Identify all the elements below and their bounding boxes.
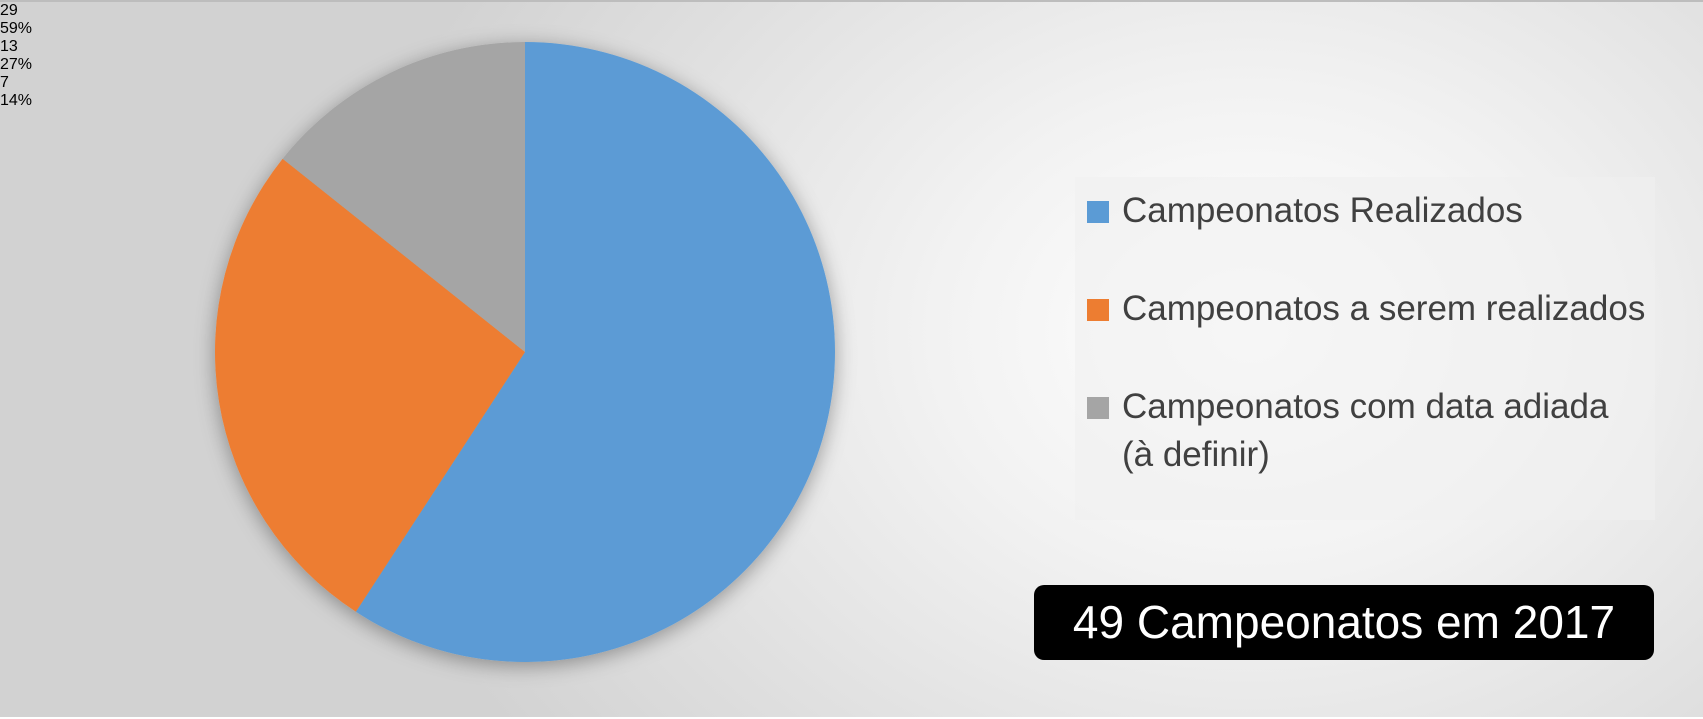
legend-swatch xyxy=(1087,201,1109,223)
value-label: 29 xyxy=(0,2,18,19)
percentage-label: 59% xyxy=(0,20,33,37)
pie-slice xyxy=(214,158,525,612)
legend-label: Campeonatos Realizados xyxy=(1122,191,1523,230)
pie xyxy=(214,42,835,662)
legend-label: Campeonatos com data adiada (à definir) xyxy=(1122,387,1609,474)
data-label: 7 14% xyxy=(0,74,1703,110)
pie-slice xyxy=(355,42,835,662)
value-label: 7 xyxy=(0,74,9,91)
legend-entry: Campeonatos Realizados xyxy=(1087,187,1647,235)
legend-entry: Campeonatos a serem realizados xyxy=(1087,285,1647,333)
value-label: 13 xyxy=(0,38,18,55)
percentage-label: 14% xyxy=(0,92,33,109)
data-label: 13 27% xyxy=(0,38,1703,74)
legend-swatch xyxy=(1087,299,1109,321)
legend: Campeonatos Realizados Campeonatos a sere… xyxy=(1075,177,1655,520)
percentage-label: 27% xyxy=(0,56,33,73)
legend-swatch xyxy=(1087,397,1109,419)
pie-slice xyxy=(282,42,525,352)
legend-entry: Campeonatos com data adiada (à definir) xyxy=(1087,383,1647,479)
annotation: 49 Campeonatos em 2017 xyxy=(1034,585,1654,660)
data-label: 29 59% xyxy=(0,2,1703,38)
legend-label: Campeonatos a serem realizados xyxy=(1122,289,1646,328)
